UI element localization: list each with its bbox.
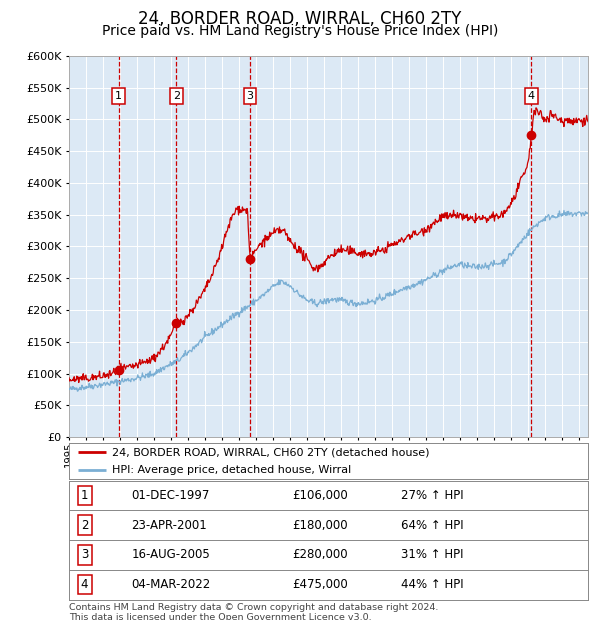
Text: 1: 1 (81, 489, 88, 502)
Text: 23-APR-2001: 23-APR-2001 (131, 519, 207, 531)
Text: 4: 4 (81, 578, 88, 591)
Text: 64% ↑ HPI: 64% ↑ HPI (401, 519, 464, 531)
Text: £180,000: £180,000 (292, 519, 348, 531)
Text: £106,000: £106,000 (292, 489, 348, 502)
Text: 24, BORDER ROAD, WIRRAL, CH60 2TY: 24, BORDER ROAD, WIRRAL, CH60 2TY (139, 10, 461, 28)
Text: 24, BORDER ROAD, WIRRAL, CH60 2TY (detached house): 24, BORDER ROAD, WIRRAL, CH60 2TY (detac… (112, 448, 429, 458)
Text: 3: 3 (246, 91, 253, 101)
Text: 44% ↑ HPI: 44% ↑ HPI (401, 578, 464, 591)
Text: HPI: Average price, detached house, Wirral: HPI: Average price, detached house, Wirr… (112, 465, 351, 475)
Text: 1: 1 (115, 91, 122, 101)
Text: £475,000: £475,000 (292, 578, 348, 591)
Text: 3: 3 (81, 549, 88, 561)
Text: 31% ↑ HPI: 31% ↑ HPI (401, 549, 464, 561)
Text: 01-DEC-1997: 01-DEC-1997 (131, 489, 209, 502)
Text: £280,000: £280,000 (292, 549, 348, 561)
Text: Contains HM Land Registry data © Crown copyright and database right 2024.
This d: Contains HM Land Registry data © Crown c… (69, 603, 439, 620)
Text: 2: 2 (81, 519, 88, 531)
Text: 27% ↑ HPI: 27% ↑ HPI (401, 489, 464, 502)
Text: 4: 4 (528, 91, 535, 101)
Text: 2: 2 (173, 91, 180, 101)
Text: 16-AUG-2005: 16-AUG-2005 (131, 549, 210, 561)
Text: 04-MAR-2022: 04-MAR-2022 (131, 578, 211, 591)
Text: Price paid vs. HM Land Registry's House Price Index (HPI): Price paid vs. HM Land Registry's House … (102, 24, 498, 38)
